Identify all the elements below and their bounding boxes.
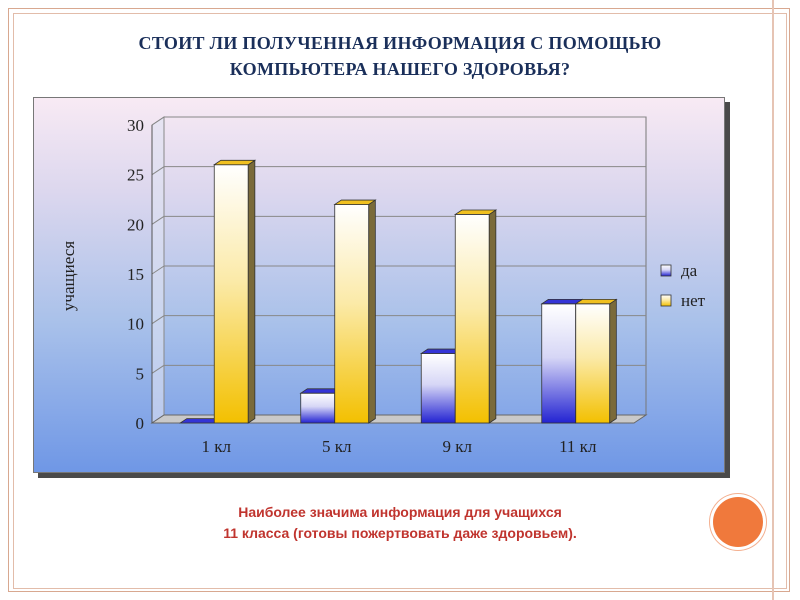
legend-swatch-da xyxy=(660,264,672,277)
slide-title-line-1: СТОИТ ЛИ ПОЛУЧЕННАЯ ИНФОРМАЦИЯ С ПОМОЩЬЮ xyxy=(138,33,662,53)
caption: Наиболее значима информация для учащихся… xyxy=(60,502,740,544)
bar-net-front xyxy=(575,303,611,424)
chart-panel: 0 5 10 15 20 25 30 учащиеся 1 кл 5 кл 9 кл 11 кл да н… xyxy=(33,97,725,473)
slide-title-line-2: КОМПЬЮТЕРА НАШЕГО ЗДОРОВЬЯ? xyxy=(229,59,571,79)
bar-net-top xyxy=(453,209,498,215)
caption-line-2: 11 класса (готовы пожертвовать даже здор… xyxy=(223,525,577,541)
orange-circle-decoration xyxy=(713,497,763,547)
bar-chart: 0 5 10 15 20 25 30 учащиеся 1 кл 5 кл 9 кл 11 кл да н… xyxy=(59,116,706,456)
y-tick-label: 30 xyxy=(127,116,144,135)
bar-net-front xyxy=(213,164,249,424)
bar-net-front xyxy=(334,204,370,424)
y-tick-label: 10 xyxy=(127,315,144,334)
gridline-diag xyxy=(151,215,165,225)
y-tick-label: 15 xyxy=(127,265,144,284)
caption-line-1: Наиболее значима информация для учащихся xyxy=(238,504,562,520)
gridline-diag xyxy=(151,315,165,325)
bar-net-top xyxy=(212,159,257,166)
y-tick-label: 0 xyxy=(136,414,145,433)
gridline-diag xyxy=(151,166,165,176)
y-tick-label: 25 xyxy=(127,166,144,185)
slide-frame-inner xyxy=(13,13,787,589)
y-axis-title: учащиеся xyxy=(59,241,78,311)
legend-label-net: нет xyxy=(681,291,706,310)
bar-net-top xyxy=(333,199,377,205)
bar-net-front xyxy=(454,214,490,424)
gridline-diag xyxy=(151,116,165,126)
slide-frame xyxy=(8,8,790,592)
bar-da-front xyxy=(420,353,456,424)
x-tick-label: 11 кл xyxy=(559,437,597,456)
legend-swatch-net xyxy=(660,294,672,307)
x-tick-label: 9 кл xyxy=(443,437,473,456)
y-tick-label: 5 xyxy=(136,364,145,383)
y-tick-label: 20 xyxy=(127,215,144,234)
legend-label-da: да xyxy=(681,261,698,280)
bar-da-front xyxy=(300,392,336,424)
bar-net-side xyxy=(488,209,497,424)
bar-net-side xyxy=(247,159,256,424)
right-border-rule xyxy=(772,0,774,600)
slide-title: СТОИТ ЛИ ПОЛУЧЕННАЯ ИНФОРМАЦИЯ С ПОМОЩЬЮ… xyxy=(60,30,740,82)
bar-da-front xyxy=(541,303,577,424)
bar-net-side xyxy=(368,199,376,424)
gridline-diag xyxy=(151,364,165,374)
gridline-diag xyxy=(151,265,165,275)
x-tick-label: 5 кл xyxy=(322,437,352,456)
bar-net-top xyxy=(574,298,618,305)
bar-net-side xyxy=(609,298,617,424)
x-tick-label: 1 кл xyxy=(202,437,232,456)
